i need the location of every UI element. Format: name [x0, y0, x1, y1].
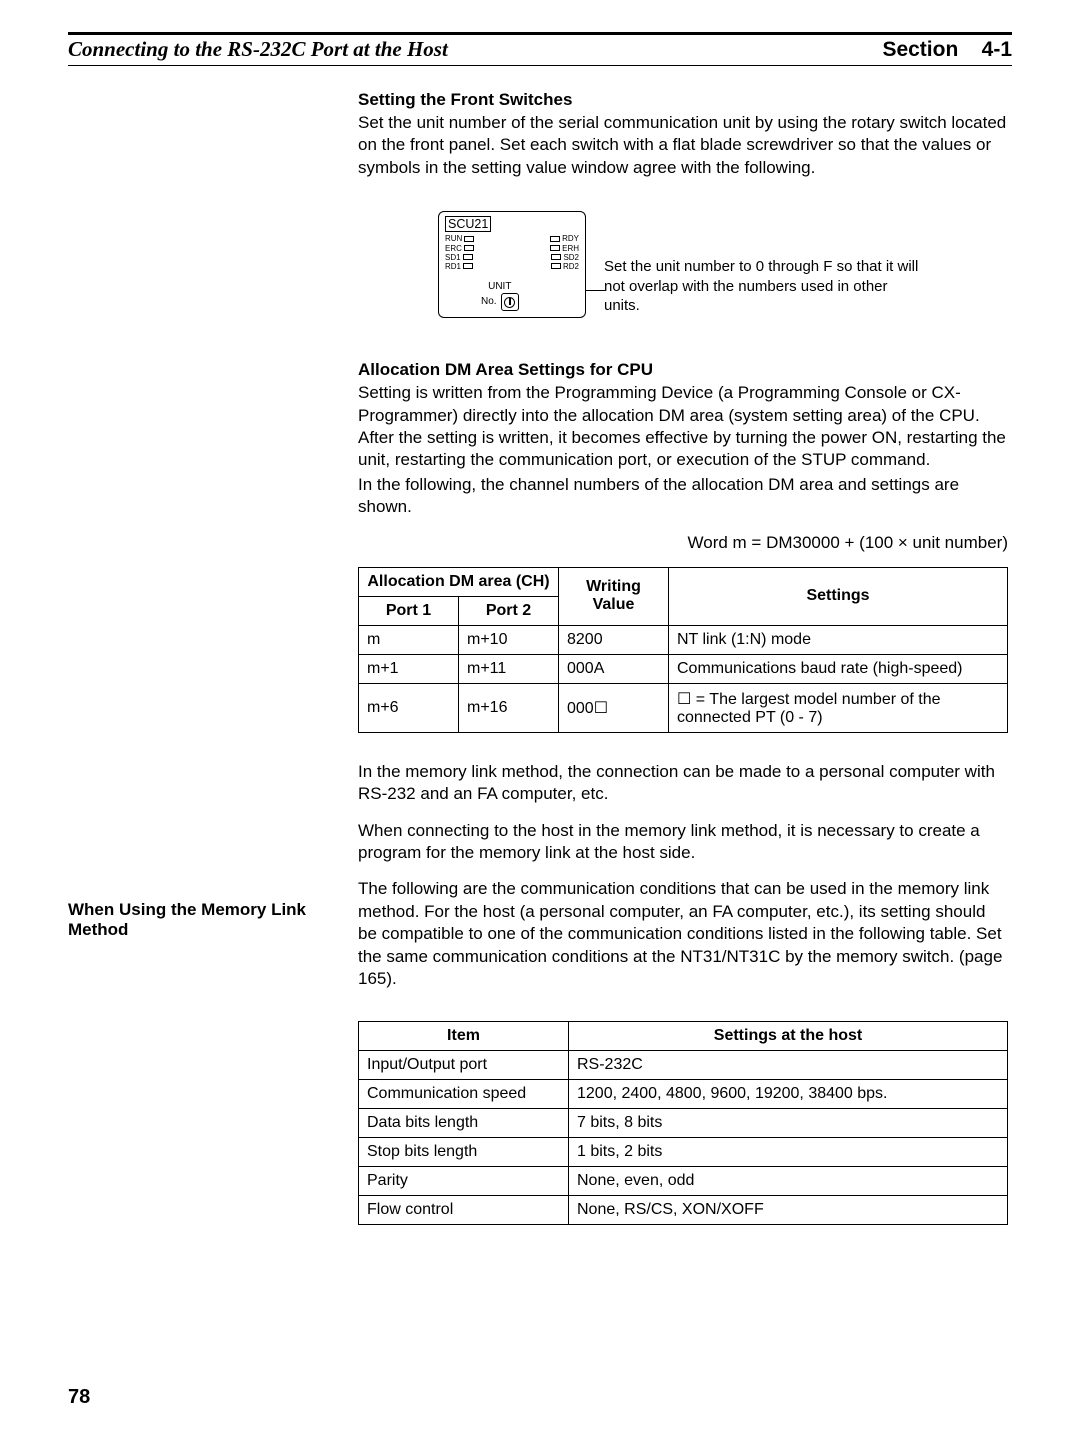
memlink-p1: In the memory link method, the connectio…: [358, 761, 1008, 806]
header-section: Section 4-1: [882, 38, 1012, 62]
led-sd1: SD1: [445, 253, 473, 262]
section-number: 4-1: [982, 38, 1012, 61]
memlink-p2: When connecting to the host in the memor…: [358, 820, 1008, 865]
allocation-dm-table: Allocation DM area (CH) Writing Value Se…: [358, 567, 1008, 733]
allocation-dm-body1: Setting is written from the Programming …: [358, 382, 1008, 472]
t2-head-item: Item: [359, 1021, 569, 1050]
memory-link-section: In the memory link method, the connectio…: [358, 761, 1008, 1225]
table-row: Stop bits length1 bits, 2 bits: [359, 1137, 1008, 1166]
led-erh: ERH: [550, 244, 579, 253]
table-row: Flow controlNone, RS/CS, XON/XOFF: [359, 1195, 1008, 1224]
formula-text: Word m = DM30000 + (100 × unit number): [358, 533, 1008, 553]
memlink-p3: The following are the communication cond…: [358, 878, 1008, 990]
t2-head-settings: Settings at the host: [569, 1021, 1008, 1050]
scu21-module: SCU21 RUN RDY ERC ERH SD1 SD2 RD1 RD2 UNIT N…: [438, 211, 586, 318]
led-sd2: SD2: [551, 253, 579, 262]
rotary-switch-icon: [501, 293, 519, 311]
t1-head-value: Writing Value: [559, 567, 669, 625]
t1-head-port1: Port 1: [359, 596, 459, 625]
led-rdy: RDY: [550, 234, 579, 243]
table-row: Communication speed1200, 2400, 4800, 960…: [359, 1079, 1008, 1108]
table-row: Data bits length7 bits, 8 bits: [359, 1108, 1008, 1137]
diagram-callout-text: Set the unit number to 0 through F so th…: [604, 257, 924, 316]
led-run: RUN: [445, 234, 474, 243]
section-front-switches: Setting the Front Switches Set the unit …: [358, 90, 1008, 179]
t1-head-port2: Port 2: [459, 596, 559, 625]
front-switches-body: Set the unit number of the serial commun…: [358, 112, 1008, 179]
table-row: Input/Output portRS-232C: [359, 1050, 1008, 1079]
table-row: ParityNone, even, odd: [359, 1166, 1008, 1195]
front-switches-heading: Setting the Front Switches: [358, 90, 1008, 110]
callout-line: [585, 290, 605, 291]
led-erc: ERC: [445, 244, 474, 253]
unit-label-top: UNIT: [488, 281, 511, 292]
page-number: 78: [68, 1386, 90, 1409]
unit-number-block: UNIT No.: [481, 281, 519, 311]
t1-head-alloc: Allocation DM area (CH): [359, 567, 559, 596]
page-header: Connecting to the RS-232C Port at the Ho…: [68, 32, 1012, 66]
header-title: Connecting to the RS-232C Port at the Ho…: [68, 37, 448, 62]
t1-head-settings: Settings: [669, 567, 1008, 625]
allocation-dm-body2: In the following, the channel numbers of…: [358, 474, 1008, 519]
led-rd1: RD1: [445, 262, 473, 271]
module-diagram: SCU21 RUN RDY ERC ERH SD1 SD2 RD1 RD2 UNIT N…: [358, 211, 1008, 318]
table-row: m m+10 8200 NT link (1:N) mode: [359, 625, 1008, 654]
unit-label-bottom: No.: [481, 296, 497, 307]
sidebar-heading-memory-link: When Using the Memory Link Method: [68, 900, 328, 941]
led-rd2: RD2: [551, 262, 579, 271]
module-name: SCU21: [445, 216, 491, 232]
table-row: m+1 m+11 000A Communications baud rate (…: [359, 654, 1008, 683]
section-allocation-dm: Allocation DM Area Settings for CPU Sett…: [358, 360, 1008, 733]
table-row: m+6 m+16 000☐ ☐ = The largest model numb…: [359, 683, 1008, 732]
section-label: Section: [882, 38, 958, 61]
allocation-dm-heading: Allocation DM Area Settings for CPU: [358, 360, 1008, 380]
host-settings-table: Item Settings at the host Input/Output p…: [358, 1021, 1008, 1225]
